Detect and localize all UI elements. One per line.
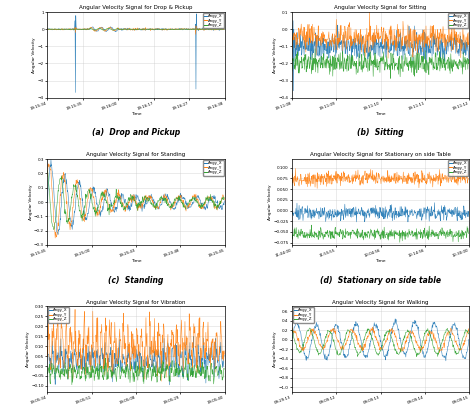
Legend: Angy_X, Angy_Y, Angy_Z: Angy_X, Angy_Y, Angy_Z (203, 13, 224, 28)
X-axis label: Time: Time (131, 112, 141, 116)
Legend: Angy_X, Angy_Y, Angy_Z: Angy_X, Angy_Y, Angy_Z (48, 307, 69, 323)
Text: (b)  Sitting: (b) Sitting (357, 128, 404, 137)
Y-axis label: Angular Velocity: Angular Velocity (28, 184, 33, 220)
Legend: Angy_X, Angy_Y, Angy_Z: Angy_X, Angy_Y, Angy_Z (448, 160, 468, 175)
Title: Angular Velocity Signal for Vibration: Angular Velocity Signal for Vibration (86, 300, 186, 305)
X-axis label: Time: Time (375, 259, 386, 263)
Title: Angular Velocity Signal for Drop & Pickup: Angular Velocity Signal for Drop & Picku… (79, 5, 193, 11)
Y-axis label: Angular Velocity: Angular Velocity (273, 331, 277, 367)
Text: (c)  Standing: (c) Standing (109, 276, 164, 284)
Title: Angular Velocity Signal for Sitting: Angular Velocity Signal for Sitting (335, 5, 427, 11)
X-axis label: Time: Time (131, 259, 141, 263)
Text: (d)  Stationary on side table: (d) Stationary on side table (320, 276, 441, 284)
Y-axis label: Angular Velocity: Angular Velocity (268, 184, 272, 220)
Legend: Angy_X, Angy_Y, Angy_Z: Angy_X, Angy_Y, Angy_Z (448, 13, 468, 28)
Y-axis label: Angular Velocity: Angular Velocity (32, 37, 36, 73)
X-axis label: Time: Time (375, 112, 386, 116)
Legend: Angy_X, Angy_Y, Angy_Z: Angy_X, Angy_Y, Angy_Z (293, 307, 313, 323)
Title: Angular Velocity Signal for Stationary on side Table: Angular Velocity Signal for Stationary o… (310, 152, 451, 158)
Y-axis label: Angular Velocity: Angular Velocity (273, 37, 277, 73)
Text: (a)  Drop and Pickup: (a) Drop and Pickup (92, 128, 180, 137)
Title: Angular Velocity Signal for Standing: Angular Velocity Signal for Standing (86, 152, 186, 158)
Legend: Angy_X, Angy_Y, Angy_Z: Angy_X, Angy_Y, Angy_Z (203, 160, 224, 175)
Y-axis label: Angular Velocity: Angular Velocity (26, 331, 30, 367)
Title: Angular Velocity Signal for Walking: Angular Velocity Signal for Walking (332, 300, 429, 305)
